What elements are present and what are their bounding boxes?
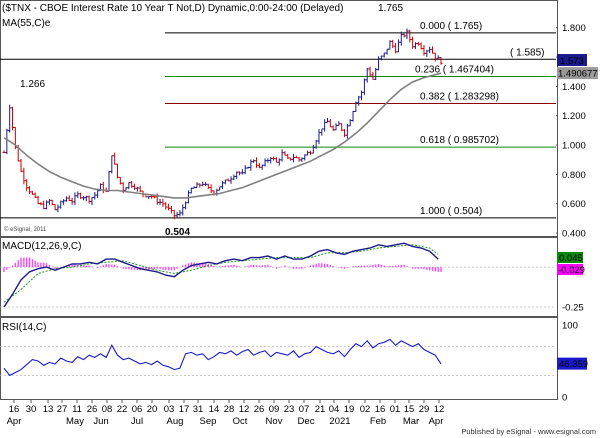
price-ytick-label: 1.200 [562, 111, 586, 122]
x-tick-label: 03 [164, 404, 175, 415]
x-tick-label: 07 [299, 404, 310, 415]
x-tick-label: 30 [26, 404, 37, 415]
macd-signal-value-box [557, 264, 583, 275]
x-month-label: May [66, 416, 84, 427]
x-tick-label: 26 [87, 404, 98, 415]
macd-panel: 0.00-0.250.045-0.029 [0, 242, 585, 314]
x-tick-label: 21 [315, 404, 326, 415]
macd-value-box [557, 252, 583, 263]
price-panel-frame [0, 0, 558, 237]
x-tick-label: 04 [329, 404, 340, 415]
ma-label: MA(55,C)e [2, 18, 51, 29]
price-ytick-label: 0.400 [562, 229, 586, 240]
x-tick-label: 12 [239, 404, 250, 415]
macd-line [3, 242, 439, 308]
fib-level-label: 0.236 ( 1.467404) [415, 65, 494, 76]
annotation-peak-label: 1.765 [378, 3, 403, 14]
rsi-value-label: 46.359 [559, 359, 588, 370]
x-tick-label: 16 [9, 404, 20, 415]
fib-level-label: ( 1.585) [510, 47, 544, 58]
x-tick-label: 15 [404, 404, 415, 415]
rsi-value-box [557, 357, 587, 370]
x-tick-label: 14 [209, 404, 220, 415]
x-month-label: Feb [370, 416, 386, 427]
ma-55-line [3, 72, 442, 199]
x-month-label: Mar [403, 416, 419, 427]
rsi-panel: 100 0 46.359 [0, 321, 588, 404]
x-tick-label: 26 [254, 404, 265, 415]
rsi-line [3, 338, 442, 377]
copyright-text: © eSignal, 2011 [4, 226, 47, 233]
x-tick-label: 13 [43, 404, 54, 415]
x-month-label: Sep [200, 416, 217, 427]
x-tick-label: 06 [132, 404, 143, 415]
ma-value-label: 1.490677 [558, 69, 598, 80]
price-ytick-label: 1.400 [562, 82, 586, 93]
chart-title: ($TNX - CBOE Interest Rate 10 Year T Not… [2, 3, 343, 14]
fib-level-label: 0.000 ( 1.765) [420, 21, 482, 32]
x-month-label: Nov [266, 416, 283, 427]
footer-text: Published by eSignal - www.esignal.com [461, 427, 596, 436]
x-tick-label: 27 [57, 404, 68, 415]
last-price-box [557, 54, 587, 67]
x-tick-label: 19 [344, 404, 355, 415]
x-month-label: Dec [298, 416, 315, 427]
fib-level-label: 1.000 ( 0.504) [420, 206, 482, 217]
x-tick-label: 23 [284, 404, 295, 415]
price-panel: 1.8001.6001.4001.2001.0000.8000.6000.400… [0, 3, 598, 240]
macd-ytick-label: -0.25 [562, 303, 584, 314]
x-month-label: Apr [7, 416, 22, 427]
macd-label: MACD(12,26,9,C) [2, 241, 81, 252]
last-price-label: 1.573 [560, 56, 584, 67]
x-month-label: Aug [167, 416, 184, 427]
rsi-ytick-label: 0 [562, 393, 567, 404]
x-tick-label: 16 [375, 404, 386, 415]
macd-value-label: 0.045 [559, 253, 583, 264]
rsi-label: RSI(14,C) [2, 322, 46, 333]
x-tick-label: 09 [269, 404, 280, 415]
macd-signal-value-label: -0.029 [558, 265, 585, 276]
ma-value-box [557, 67, 598, 80]
price-ytick-label: 1.000 [562, 141, 586, 152]
x-tick-label: 20 [147, 404, 158, 415]
x-month-label: Jul [131, 416, 143, 427]
x-tick-label: 12 [434, 404, 445, 415]
price-ytick-label: 1.800 [562, 23, 586, 34]
x-tick-label: 17 [179, 404, 190, 415]
x-tick-label: 28 [224, 404, 235, 415]
x-tick-label: 01 [390, 404, 401, 415]
x-month-label: Oct [233, 416, 248, 427]
x-tick-label: 08 [102, 404, 113, 415]
annotation-high-label: 1.266 [20, 79, 45, 90]
x-axis: 16 30 13 27 11 26 08 22 06 20 03 17 31 14 28 12 26 09 23 07… [7, 400, 445, 427]
macd-panel-frame [0, 237, 558, 317]
x-tick-label: 02 [360, 404, 371, 415]
x-month-label: 2021 [329, 416, 350, 427]
x-tick-label: 29 [419, 404, 430, 415]
price-ytick-label: 0.600 [562, 199, 586, 210]
fib-level-label: 0.382 ( 1.283298) [420, 92, 499, 103]
x-month-label: Apr [429, 416, 444, 427]
macd-signal-line [3, 244, 439, 303]
rsi-ytick-label: 100 [562, 321, 578, 332]
x-tick-label: 22 [117, 404, 128, 415]
x-tick-label: 11 [72, 404, 82, 415]
x-tick-label: 31 [193, 404, 204, 415]
fib-level-label: 0.618 ( 0.985702) [420, 135, 499, 146]
x-month-label: Jun [93, 416, 108, 427]
price-ytick-label: 0.800 [562, 170, 586, 181]
annotation-low-label: 0.504 [165, 227, 190, 238]
